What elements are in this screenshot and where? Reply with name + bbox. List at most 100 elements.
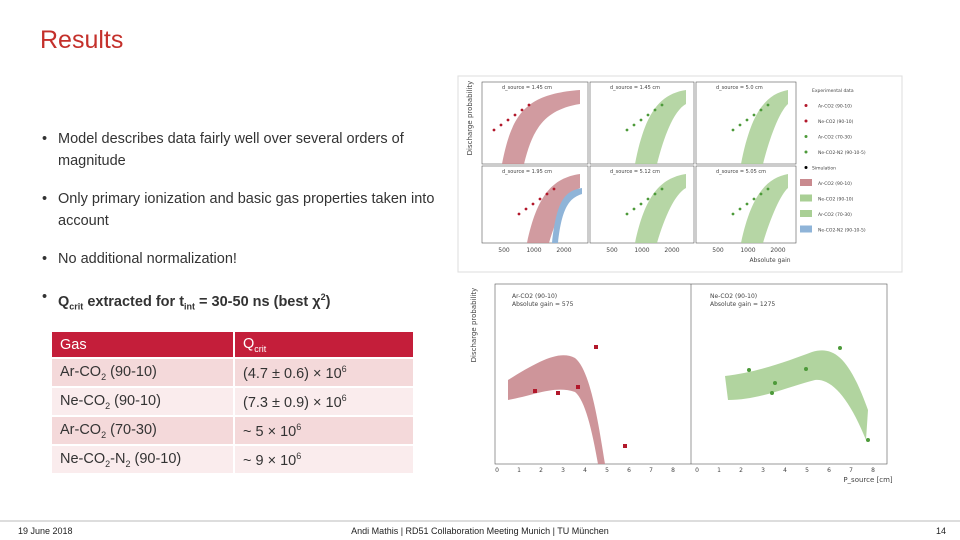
x-tick-label: 2000	[664, 247, 679, 254]
text-run: crit	[254, 343, 267, 354]
data-point	[556, 391, 560, 395]
data-point	[738, 207, 742, 211]
table-cell: Ne-CO2-N2 (90-10)	[50, 444, 235, 475]
x-tick-label: 4	[583, 467, 587, 474]
legend-entry: Ne-CO2-N2 (90-10-5)	[818, 150, 866, 156]
data-point	[759, 192, 763, 196]
text-run: (70-30)	[106, 421, 157, 438]
results-table: Gas Qcrit Ar-CO2 (90-10) (4.7 ± 0.6) × 106 N…	[50, 330, 415, 475]
panel-label: Absolute gain = 575	[512, 301, 574, 308]
legend-swatch	[800, 179, 812, 186]
text-run: Only primary ionization and basic gas pr…	[58, 191, 435, 229]
legend-entry: Ar-CO2 (90-10)	[818, 181, 852, 187]
legend-marker	[804, 104, 808, 107]
x-tick-label: 1	[717, 467, 721, 474]
text-run: 2	[105, 458, 111, 469]
panel-label: d_source = 1.95 cm	[502, 169, 552, 175]
footer-date: 19 June 2018	[18, 526, 73, 536]
data-point	[513, 113, 517, 117]
data-point	[773, 381, 777, 385]
simulation-band	[527, 174, 580, 243]
data-point	[653, 192, 657, 196]
text-run: (7.3 ± 0.9) × 10	[243, 394, 342, 411]
x-tick-label: 2000	[556, 247, 571, 254]
data-point	[625, 212, 629, 216]
x-tick-label: 2	[739, 467, 743, 474]
text-run: ~ 5 × 10	[243, 423, 297, 440]
data-point	[731, 212, 735, 216]
x-tick-label: 2000	[770, 247, 785, 254]
data-point	[766, 187, 770, 191]
footer-center: Andi Mathis | RD51 Collaboration Meeting…	[351, 526, 609, 536]
slide-title: Results	[40, 26, 124, 54]
bullet-item: Qcrit extracted for tint = 30-50 ns (bes…	[42, 286, 458, 318]
data-point	[804, 367, 808, 371]
panel-frame	[481, 81, 589, 165]
data-point	[594, 345, 598, 349]
data-point	[632, 207, 636, 211]
text-run: Ne-CO	[60, 450, 106, 467]
data-point	[545, 192, 549, 196]
x-tick-label: 1000	[634, 247, 649, 254]
legend-marker	[804, 150, 808, 154]
text-run: 6	[296, 450, 302, 461]
table-cell: (7.3 ± 0.9) × 106	[233, 386, 415, 417]
text-run: int	[184, 301, 196, 312]
simulation-band	[502, 90, 580, 164]
data-point	[531, 202, 535, 206]
table-header-cell: Qcrit	[233, 330, 415, 359]
panel-label: d_source = 5.05 cm	[716, 169, 766, 175]
x-tick-label: 7	[649, 467, 653, 474]
legend-entry: Ar-CO2 (70-30)	[818, 212, 852, 218]
footer-page: 14	[935, 526, 946, 536]
x-tick-label: 1	[517, 467, 521, 474]
data-point	[533, 389, 537, 393]
panel-label: Absolute gain = 1275	[710, 301, 775, 308]
table-cell: Ne-CO2 (90-10)	[50, 386, 235, 417]
data-point	[731, 128, 735, 132]
data-point	[623, 444, 627, 448]
table-header-row: Gas Qcrit	[50, 330, 415, 359]
data-point	[747, 368, 751, 372]
legend-entry: Ne-CO2 (90-10)	[818, 197, 854, 203]
x-axis-label: Absolute gain	[749, 257, 790, 264]
data-point	[632, 123, 636, 127]
x-tick-label: 500	[712, 247, 724, 254]
text-run: 6	[341, 363, 347, 374]
x-tick-label: 4	[783, 467, 787, 474]
legend-swatch	[800, 225, 812, 233]
data-point	[639, 118, 643, 122]
table-cell: ~ 5 × 106	[233, 415, 415, 446]
x-tick-label: 8	[871, 467, 875, 474]
bullet-item: Only primary ionization and basic gas pr…	[42, 188, 458, 232]
data-point	[653, 108, 657, 112]
text-run: 2	[320, 292, 326, 302]
data-point	[576, 385, 580, 389]
legend-entry: Simulation	[812, 166, 836, 172]
data-point	[752, 197, 756, 201]
x-tick-label: 8	[671, 467, 675, 474]
text-run: 6	[296, 421, 302, 432]
text-run: ~ 9 × 10	[243, 452, 297, 469]
data-point	[766, 103, 770, 107]
x-tick-label: 1000	[740, 247, 755, 254]
text-run: crit	[69, 301, 84, 312]
y-axis-label: Discharge probability	[470, 288, 478, 363]
data-point	[499, 123, 503, 127]
panel-label: d_source = 5.12 cm	[610, 169, 660, 175]
panel-label: d_source = 5.0 cm	[716, 85, 763, 91]
data-point	[646, 113, 650, 117]
text-run: (4.7 ± 0.6) × 10	[243, 365, 342, 382]
x-tick-label: 7	[849, 467, 853, 474]
x-tick-label: 1000	[526, 247, 541, 254]
panel-label: Ne-CO2 (90-10)	[710, 293, 757, 300]
text-run: Ar-CO	[60, 421, 102, 438]
table-row: Ar-CO2 (70-30) ~ 5 × 106	[50, 415, 415, 446]
table-row: Ne-CO2 (90-10) (7.3 ± 0.9) × 106	[50, 386, 415, 417]
panel-label: d_source = 1.45 cm	[610, 85, 660, 91]
legend-entry: Experimental data	[812, 88, 854, 94]
legend-entry: Ar-CO2 (90-10)	[818, 104, 852, 110]
data-point	[866, 438, 870, 442]
table-header-cell: Gas	[50, 330, 235, 359]
